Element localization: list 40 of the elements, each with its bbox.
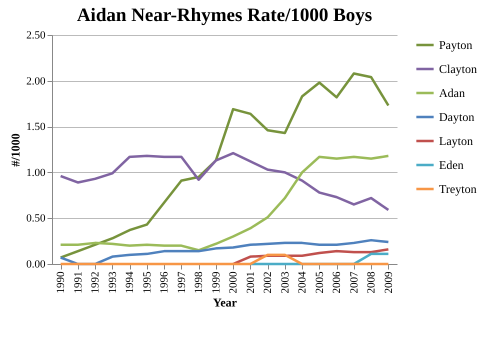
x-tick-label: 2002 (262, 272, 274, 294)
x-tick-label: 2003 (279, 271, 292, 294)
x-tick-label: 1996 (158, 271, 171, 294)
line-series (59, 152, 390, 212)
x-tick-label: 2009 (382, 271, 395, 294)
x-tick-label: 1997 (176, 271, 188, 294)
x-tick-label: 1999 (210, 271, 222, 294)
x-tick-label: 1993 (106, 271, 119, 294)
x-tick-label: 1992 (90, 272, 102, 294)
y-tick-label: 0.50 (26, 212, 46, 225)
legend-label: Layton (439, 134, 473, 148)
legend-label: Eden (439, 158, 464, 172)
line-series (59, 238, 390, 266)
x-tick-label: 2001 (244, 272, 257, 294)
legend-label: Clayton (439, 62, 477, 76)
x-tick-label: 2008 (366, 271, 378, 294)
x-tick-label: 2006 (331, 271, 344, 294)
x-axis-title: Year (213, 296, 238, 310)
y-tick-label: 1.00 (26, 166, 46, 179)
x-tick-label: 1998 (193, 271, 206, 294)
legend-label: Treyton (439, 182, 477, 196)
chart-title: Aidan Near-Rhymes Rate/1000 Boys (76, 5, 372, 26)
x-tick-label: 2005 (314, 271, 326, 294)
x-tick-label: 1991 (72, 272, 84, 294)
line-series (59, 72, 390, 259)
x-tick-label: 2004 (296, 271, 309, 294)
x-tick-label: 1990 (55, 271, 68, 294)
y-tick-label: 2.50 (26, 30, 46, 42)
y-tick-label: 2.00 (26, 75, 46, 88)
x-tick-label: 1994 (124, 271, 136, 294)
x-tick-label: 2007 (348, 271, 360, 294)
x-tick-label: 2000 (228, 271, 240, 294)
x-tick-label: 1995 (141, 271, 154, 294)
y-axis-title: #/1000 (8, 133, 22, 167)
line-series (59, 154, 390, 252)
y-tick-label: 0.00 (26, 258, 46, 270)
legend-label: Adan (439, 86, 465, 100)
y-tick-label: 1.50 (26, 121, 46, 134)
legend-label: Payton (439, 38, 472, 52)
legend-label: Dayton (439, 110, 474, 124)
